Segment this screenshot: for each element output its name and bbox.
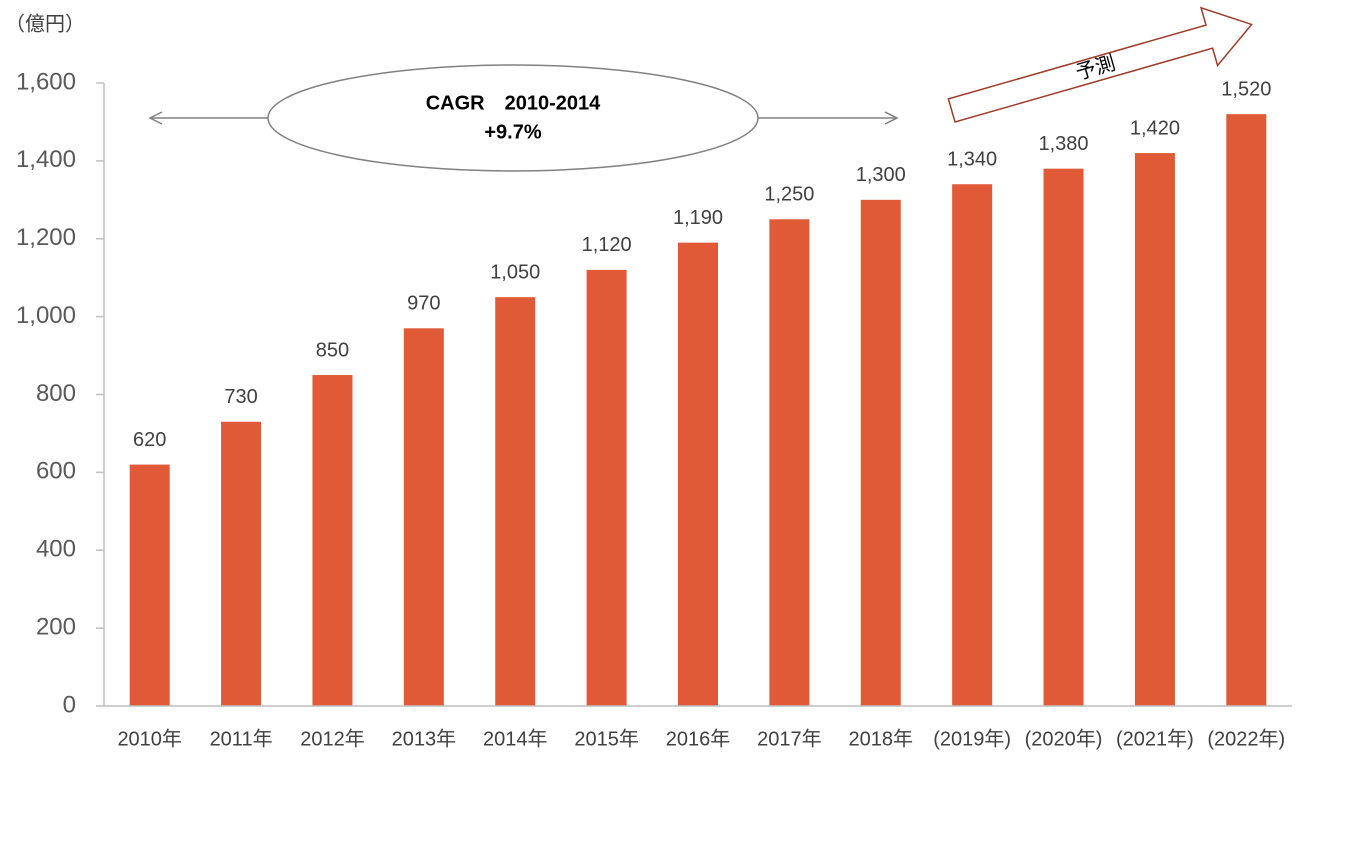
value-label: 1,190 <box>673 207 723 229</box>
bar <box>860 199 901 706</box>
x-tick-label: (2019年) <box>933 727 1011 750</box>
x-tick-label: 2013年 <box>392 727 457 750</box>
forecast-arrow-shape <box>947 6 1253 123</box>
y-tick-label: 400 <box>36 536 76 563</box>
y-tick-label: 200 <box>36 613 76 640</box>
y-tick-label: 1,000 <box>16 302 76 329</box>
x-tick-label: (2020年) <box>1025 727 1103 750</box>
x-tick-label: 2017年 <box>757 727 822 750</box>
x-tick-label: 2018年 <box>849 727 914 750</box>
value-label: 1,250 <box>764 184 814 206</box>
value-label: 970 <box>407 293 440 315</box>
y-tick-label: 1,600 <box>16 68 76 95</box>
x-tick-label: 2011年 <box>210 727 273 750</box>
x-tick-label: 2012年 <box>300 727 365 750</box>
y-tick-label: 1,200 <box>16 224 76 251</box>
cagr-label: CAGR 2010-2014 <box>426 92 601 114</box>
range-arrow-left-head <box>148 111 163 125</box>
x-tick-label: (2022年) <box>1207 727 1285 750</box>
cagr-value: +9.7% <box>484 121 541 143</box>
bar <box>678 242 718 707</box>
range-arrow-right-head <box>884 111 899 125</box>
value-label: 1,050 <box>490 261 540 283</box>
value-label: 850 <box>316 339 349 361</box>
cagr-ellipse <box>267 64 759 172</box>
forecast-label: 予測 <box>1073 51 1118 84</box>
x-tick-label: 2010年 <box>117 727 182 750</box>
y-tick-label: 600 <box>36 458 76 485</box>
value-label: 620 <box>133 429 166 451</box>
x-tick-label: 2014年 <box>483 727 548 750</box>
bar <box>312 375 353 706</box>
bar <box>129 464 170 706</box>
bar <box>769 219 810 706</box>
bar <box>586 269 627 706</box>
x-tick-label: 2015年 <box>574 727 639 750</box>
bar <box>403 328 444 706</box>
bar <box>221 421 262 706</box>
forecast-arrow: 予測 <box>947 6 1253 123</box>
value-label: 1,340 <box>947 149 997 171</box>
value-label: 1,300 <box>856 164 906 186</box>
x-tick-label: (2021年) <box>1116 727 1194 750</box>
value-label: 1,420 <box>1130 117 1180 139</box>
y-unit-label: （億円） <box>5 12 85 35</box>
value-label: 1,520 <box>1221 78 1271 100</box>
bar <box>1134 153 1175 706</box>
bar <box>952 184 993 707</box>
bar <box>1226 114 1267 706</box>
y-tick-label: 800 <box>36 380 76 407</box>
bar <box>495 297 536 706</box>
bar <box>1043 168 1084 707</box>
y-tick-label: 0 <box>63 691 76 718</box>
y-tick-label: 1,400 <box>16 146 76 173</box>
value-label: 1,120 <box>582 234 632 256</box>
value-label: 1,380 <box>1039 133 1089 155</box>
x-tick-label: 2016年 <box>666 727 731 750</box>
value-label: 730 <box>224 386 257 408</box>
